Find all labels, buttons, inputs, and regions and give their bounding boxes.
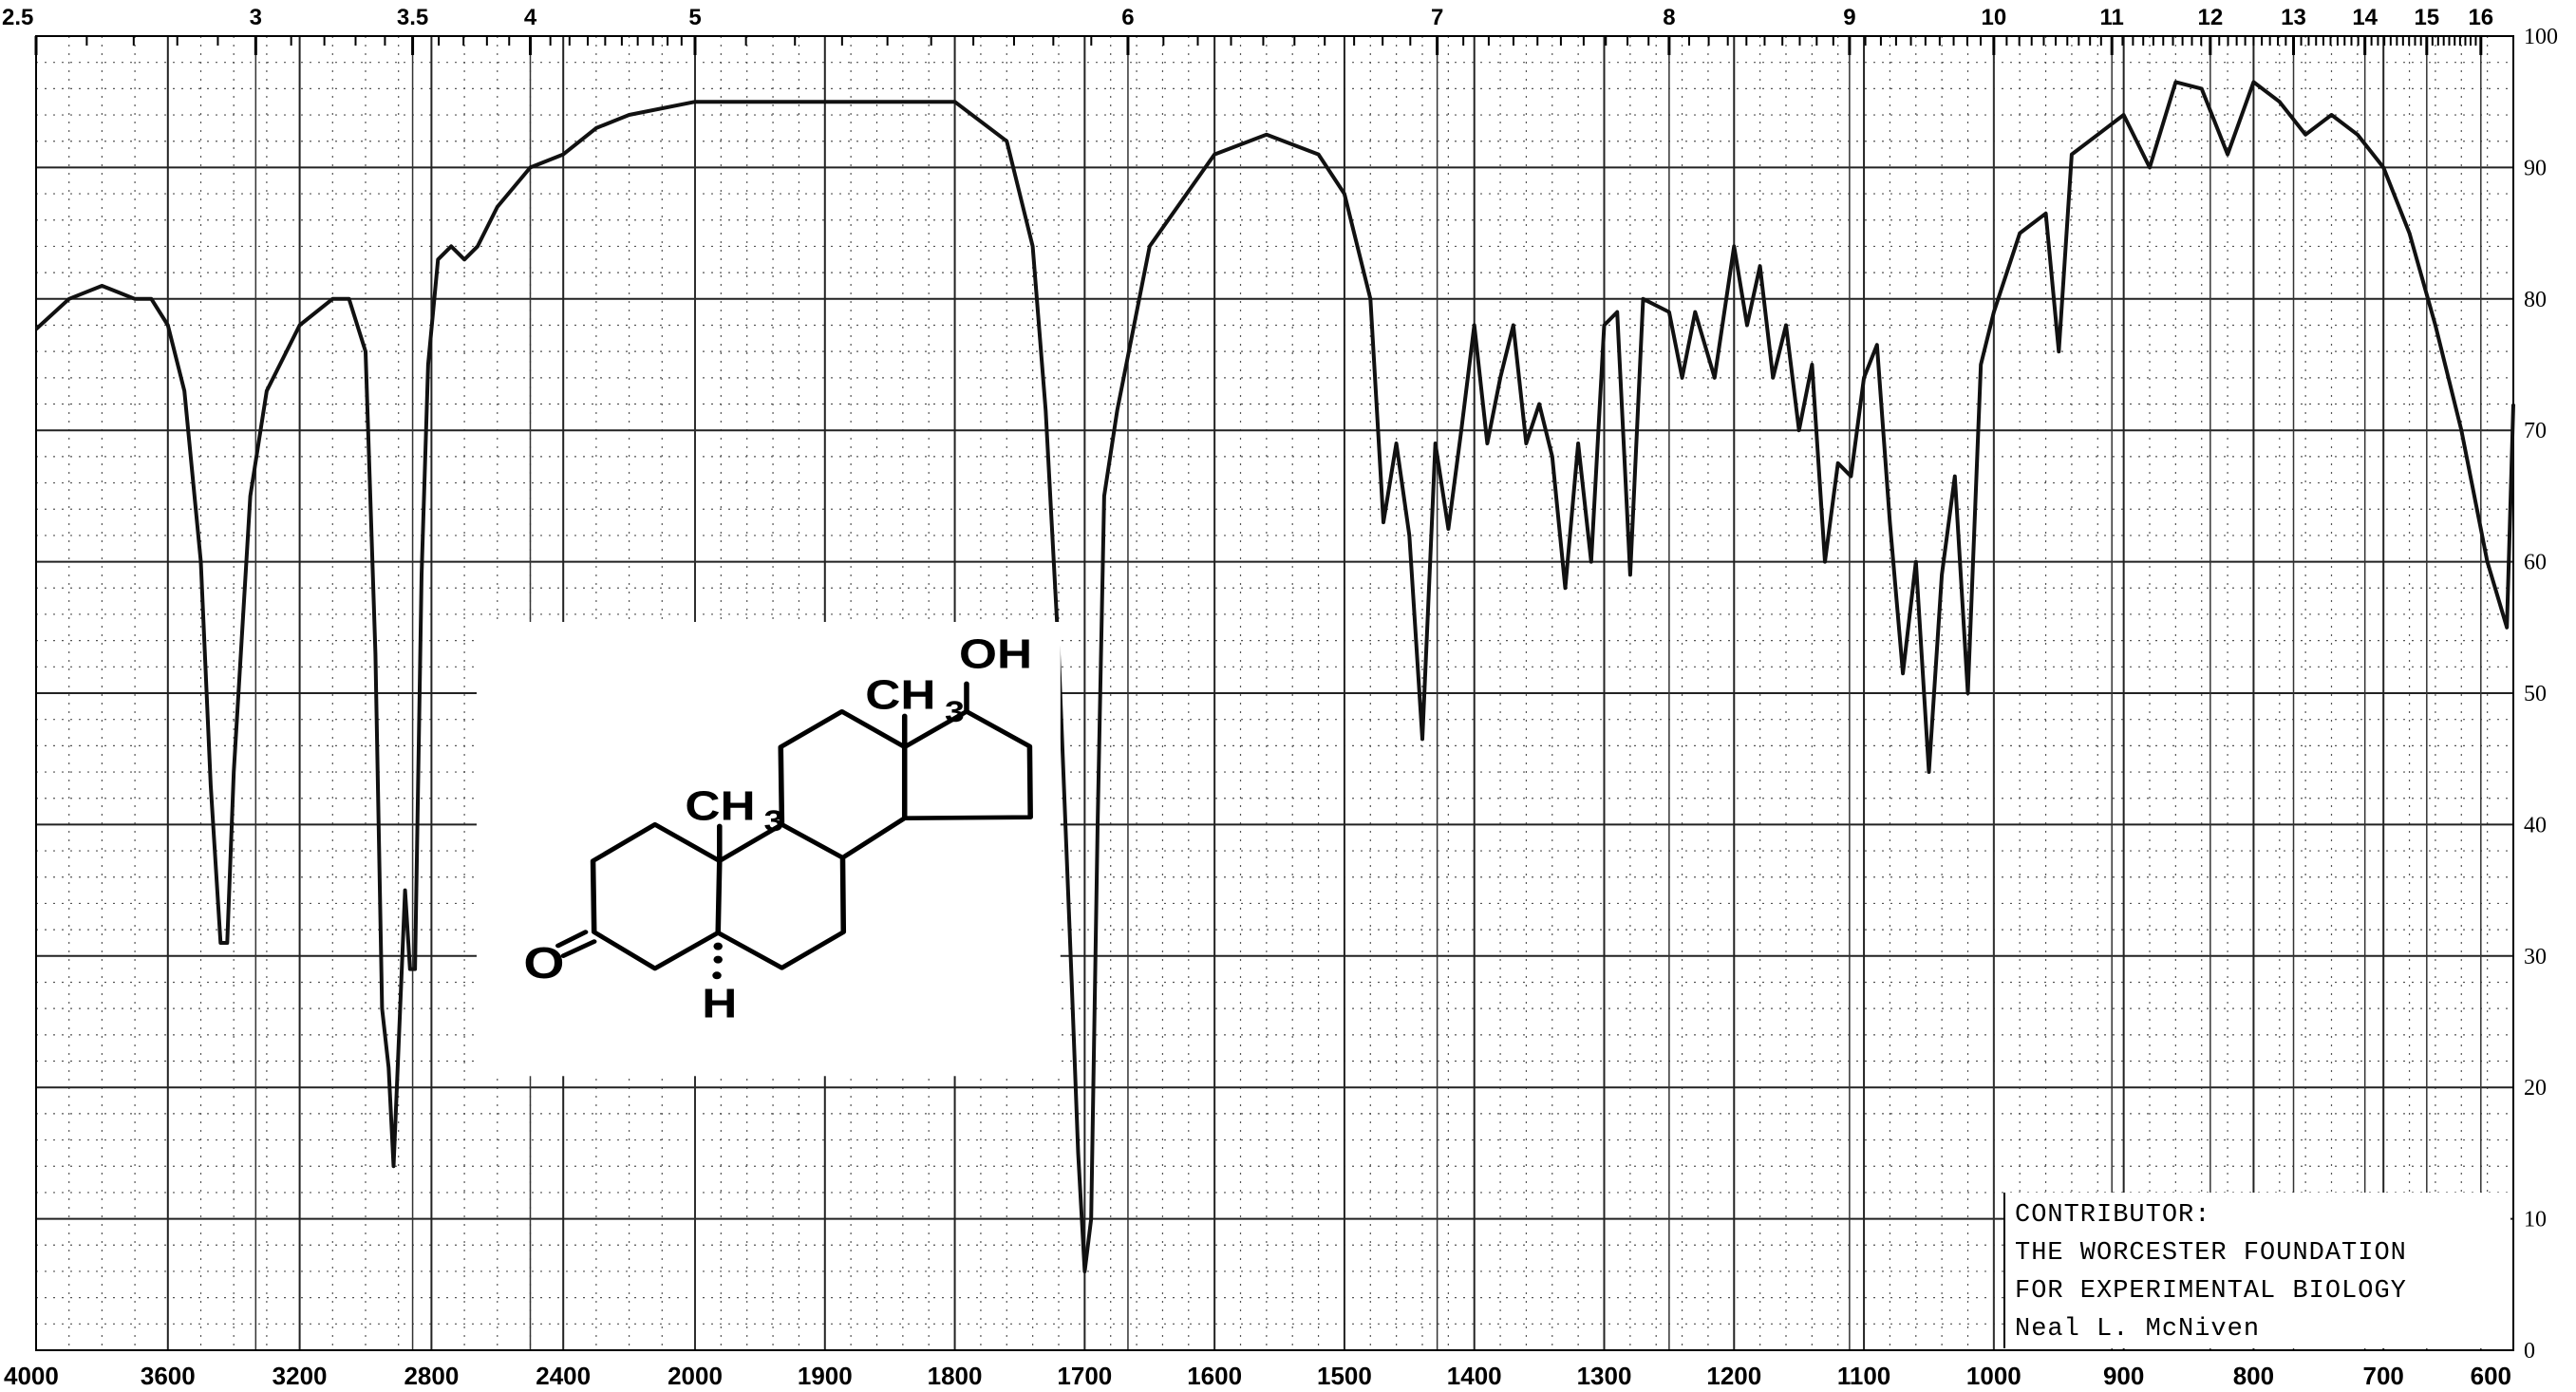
bottom-tick-label: 600 [2471,1362,2511,1390]
top-tick-label: 14 [2352,5,2378,30]
top-tick-label: 3 [250,5,262,30]
bottom-tick-label: 1200 [1706,1362,1761,1390]
hash-bond [712,942,723,980]
bottom-tick-label: 1400 [1447,1362,1502,1390]
top-tick-label: 13 [2281,5,2306,30]
major-grid [36,36,2513,1350]
right-tick-label: 70 [2524,419,2547,443]
ring-b [715,821,847,970]
right-tick-label: 20 [2524,1076,2547,1100]
top-tick-label: 8 [1663,5,1675,30]
top-tick-label: 6 [1121,5,1134,30]
bottom-tick-label: 4000 [4,1362,59,1390]
bottom-tick-label: 700 [2363,1362,2404,1390]
top-tick-label: 12 [2197,5,2223,30]
right-tick-label: 80 [2524,288,2547,312]
top-axis: 2.5 3 3.5 4 5 6 7 8 9 10 11 12 13 14 15 16 [2,5,2493,55]
methyl-label-b: CH [865,672,935,718]
hydrogen-label: H [702,981,737,1026]
bottom-tick-label: 1000 [1966,1362,2021,1390]
right-tick-label: 30 [2524,945,2547,969]
bottom-tick-label: 1800 [928,1362,983,1390]
carbonyl-bond-1 [555,930,589,949]
bottom-tick-label: 2800 [404,1362,459,1390]
top-tick-label: 16 [2468,5,2493,30]
bottom-tick-label: 3600 [141,1362,196,1390]
bottom-tick-label: 2400 [536,1362,591,1390]
top-tick-label: 10 [1982,5,2007,30]
oxygen-label: O [523,938,564,988]
spectrum-line [34,80,2515,1273]
methyl-sub-a: 3 [763,805,783,838]
hydroxyl-label: OH [959,631,1032,677]
contributor-name: Neal L. McNiven [2015,1315,2261,1344]
bottom-tick-label: 3200 [273,1362,328,1390]
right-tick-label: 100 [2524,25,2558,49]
right-tick-label: 90 [2524,156,2547,180]
ring-d [901,708,1033,820]
ring-c [778,708,908,860]
methyl-label-a: CH [685,783,755,829]
contributor-box: CONTRIBUTOR: THE WORCESTER FOUNDATION FO… [2003,1193,2510,1348]
minor-grid [36,36,2513,1350]
methyl-sub-b: 3 [945,696,965,729]
plot-frame [35,35,2514,1351]
contributor-org-line-2: FOR EXPERIMENTAL BIOLOGY [2015,1277,2407,1306]
bottom-tick-label: 800 [2233,1362,2274,1390]
right-tick-label: 50 [2524,682,2547,706]
structure-box [476,621,1061,1077]
right-tick-label: 0 [2524,1339,2535,1364]
top-tick-label: 2.5 [2,5,33,30]
top-tick-label: 15 [2414,5,2439,30]
bottom-tick-label: 1600 [1187,1362,1242,1390]
top-tick-label: 4 [524,5,537,30]
carbonyl-bond-2 [560,939,597,958]
structure-bonds [555,681,1033,971]
bottom-axis: 4000 3600 3200 2800 2400 2000 1900 1800 1700 1600… [4,1362,2511,1390]
right-tick-label: 40 [2524,813,2547,837]
bottom-tick-label: 1300 [1577,1362,1632,1390]
top-tick-label: 11 [2100,5,2124,30]
contributor-heading: CONTRIBUTOR: [2015,1201,2211,1230]
bottom-tick-label: 2000 [668,1362,723,1390]
bottom-tick-label: 1900 [798,1362,853,1390]
bottom-tick-label: 900 [2103,1362,2144,1390]
top-tick-label: 9 [1843,5,1855,30]
bottom-tick-label: 1100 [1837,1362,1890,1390]
molecule-structure: O CH 3 CH 3 OH H [476,621,1061,1077]
top-tick-label: 7 [1431,5,1443,30]
top-tick-label: 5 [688,5,701,30]
top-tick-label: 3.5 [397,5,428,30]
bottom-tick-label: 1500 [1317,1362,1372,1390]
right-tick-label: 10 [2524,1208,2547,1232]
bottom-tick-label: 1700 [1057,1362,1112,1390]
right-tick-label: 60 [2524,551,2547,575]
contributor-org-line-1: THE WORCESTER FOUNDATION [2015,1239,2407,1268]
